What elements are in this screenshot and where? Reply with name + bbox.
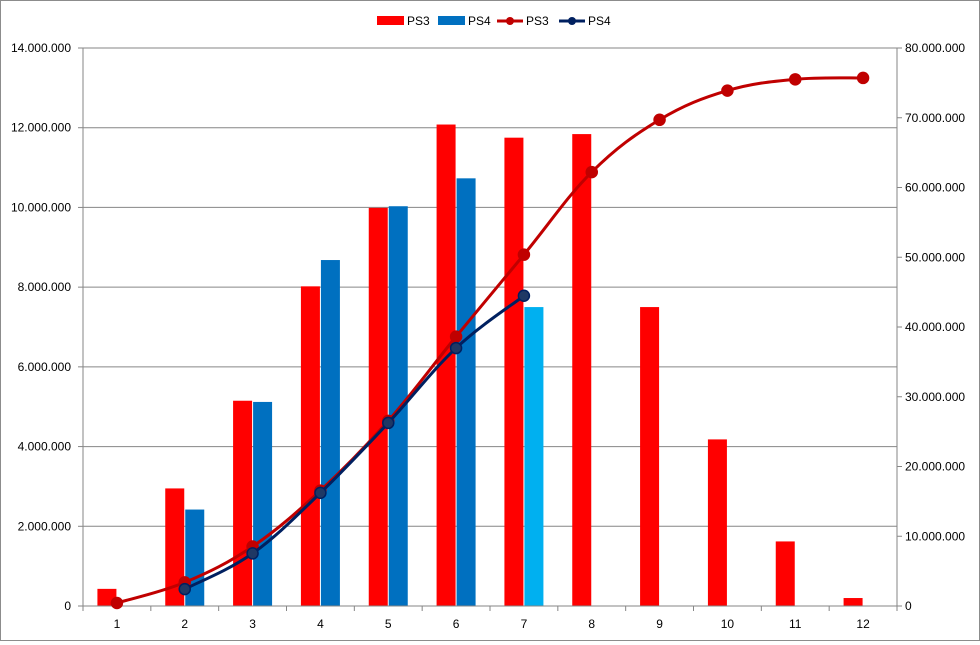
y-right-tick-label: 60.000.000 xyxy=(905,181,965,195)
legend-label: PS3 xyxy=(526,14,549,28)
line-ps3-marker-10 xyxy=(721,84,734,97)
line-ps4-marker-7 xyxy=(517,289,531,303)
x-tick-label: 3 xyxy=(249,617,256,631)
bar-ps3-6 xyxy=(436,124,456,607)
y-left-tick-label: 4.000.000 xyxy=(18,440,72,454)
y-left-tick-label: 8.000.000 xyxy=(18,280,72,294)
legend: PS3 PS4 PS3 PS4 xyxy=(377,14,611,28)
x-tick-label: 10 xyxy=(721,617,735,631)
y-right-tick-label: 0 xyxy=(905,599,912,613)
legend-swatch-marker xyxy=(568,17,576,25)
bar-ps4-6 xyxy=(456,178,476,606)
line-ps3-marker-7 xyxy=(517,248,531,261)
y-right-tick-label: 30.000.000 xyxy=(905,390,965,404)
x-tick-label: 7 xyxy=(521,617,528,631)
y-right-tick-label: 10.000.000 xyxy=(905,529,965,543)
x-tick-label: 12 xyxy=(856,617,870,631)
legend-label: PS4 xyxy=(588,14,611,28)
x-tick-label: 4 xyxy=(317,617,324,631)
bar-ps3-2 xyxy=(165,488,185,606)
line-ps4-marker-6 xyxy=(449,341,463,355)
line-ps3-marker-6 xyxy=(449,330,463,343)
y-left-tick-label: 0 xyxy=(64,599,71,613)
bar-ps4-5 xyxy=(388,206,408,607)
y-right-tick-label: 80.000.000 xyxy=(905,41,965,55)
y-right-tick-label: 40.000.000 xyxy=(905,320,965,334)
bar-ps3-3 xyxy=(233,400,253,606)
bar-ps3-4 xyxy=(300,286,320,606)
bar-ps4-7 xyxy=(524,307,544,606)
legend-swatch-marker xyxy=(506,17,514,25)
x-tick-label: 8 xyxy=(588,617,595,631)
line-ps3-marker-12 xyxy=(856,71,870,85)
y-right-tick-label: 50.000.000 xyxy=(905,250,965,264)
y-left-tick-label: 2.000.000 xyxy=(18,519,72,533)
y-left-tick-label: 12.000.000 xyxy=(11,121,71,135)
axis-labels: 1 2 3 4 5 6 7 8 9 10 11 1202.000.0004.000.0006.000.… xyxy=(11,41,965,631)
y-left-tick-label: 10.000.000 xyxy=(11,200,71,214)
bar-ps4-4 xyxy=(320,260,340,606)
bar-ps3-7 xyxy=(504,137,524,606)
line-ps3-path xyxy=(116,76,864,605)
bar-ps3-5 xyxy=(368,207,388,606)
legend-swatch-bar xyxy=(438,16,465,25)
line-ps3-marker-1 xyxy=(110,596,124,610)
x-tick-label: 5 xyxy=(385,617,392,631)
line-ps4-marker-2 xyxy=(178,582,191,596)
axes xyxy=(78,47,902,611)
bar-ps3-9 xyxy=(640,307,660,606)
y-left-tick-label: 14.000.000 xyxy=(11,41,71,55)
line-ps4-marker-3 xyxy=(246,547,259,560)
bar-ps3-11 xyxy=(775,541,795,606)
y-right-tick-label: 20.000.000 xyxy=(905,460,965,474)
bar-series-group xyxy=(97,124,863,607)
x-tick-label: 9 xyxy=(656,617,663,631)
legend-label: PS3 xyxy=(407,14,430,28)
line-ps3-marker-8 xyxy=(585,165,598,179)
x-tick-label: 11 xyxy=(789,617,802,631)
bar-ps3-8 xyxy=(572,134,592,606)
x-tick-label: 6 xyxy=(453,617,460,631)
line-series-group xyxy=(110,71,870,610)
bar-ps4-3 xyxy=(253,401,273,606)
x-tick-label: 1 xyxy=(114,617,121,631)
bar-ps3-12 xyxy=(843,598,863,606)
line-ps4-marker-5 xyxy=(382,416,395,430)
x-tick-label: 2 xyxy=(181,617,188,631)
legend-swatch-bar xyxy=(377,16,404,25)
gridlines xyxy=(83,47,897,527)
bar-ps3-10 xyxy=(707,439,727,606)
y-right-tick-label: 70.000.000 xyxy=(905,111,965,125)
line-ps3-marker-9 xyxy=(653,113,666,127)
line-ps4-marker-4 xyxy=(314,486,327,500)
legend-label: PS4 xyxy=(468,14,491,28)
y-left-tick-label: 6.000.000 xyxy=(18,360,72,374)
line-ps3-marker-11 xyxy=(789,73,802,86)
